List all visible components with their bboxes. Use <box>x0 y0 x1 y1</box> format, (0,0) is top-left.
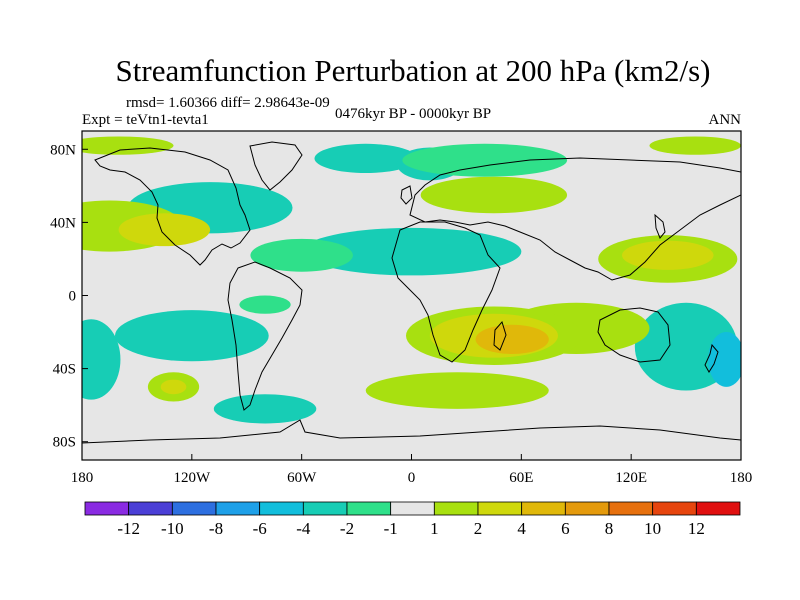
colorbar-box-1 <box>128 501 173 516</box>
y-tick-label-3: 40S <box>53 362 76 378</box>
streamfunction-field <box>82 136 741 424</box>
coast-greenland <box>249 141 303 191</box>
colorbar-box-4 <box>259 501 304 516</box>
y-tick-label-1: 40N <box>50 215 76 231</box>
colorbar-box-7 <box>390 501 435 516</box>
field-anomaly-23 <box>475 324 549 354</box>
field-anomaly-9 <box>82 319 121 400</box>
coast-madagascar <box>493 320 507 351</box>
map-axes: 180 120W 60W 0 60E 120E 180 80N 40N 0 40S 80S <box>50 142 752 486</box>
colorbar-box-12 <box>608 501 654 516</box>
field-anomaly-19 <box>118 213 211 247</box>
colorbar-box-8 <box>433 501 479 516</box>
coast-north-america <box>94 147 251 266</box>
colorbar-box-6 <box>346 501 392 516</box>
colorbar-box-0 <box>84 501 130 516</box>
y-tick-label-2: 0 <box>69 289 77 305</box>
y-tick-label-4: 80S <box>53 435 76 451</box>
coast-japan <box>654 213 666 239</box>
colorbar-box-2 <box>171 501 217 516</box>
colorbar-label-3: -6 <box>253 519 267 538</box>
x-tick-label-5: 120E <box>615 470 647 486</box>
x-tick-label-1: 120W <box>173 470 211 486</box>
field-anomaly-8 <box>114 310 269 362</box>
field-anomaly-16 <box>82 136 174 155</box>
season-label: ANN <box>709 112 742 128</box>
colorbar-box-13 <box>652 501 697 516</box>
field-anomaly-5 <box>301 227 522 276</box>
colorbar: -12 -10 -8 -6 -4 -2 -1 1 2 4 6 8 10 12 <box>84 501 741 538</box>
field-anomaly-6 <box>250 238 353 272</box>
field-anomaly-13 <box>365 372 549 409</box>
stats-line: rmsd= 1.60366 diff= 2.98643e-09 <box>126 95 330 111</box>
colorbar-label-10: 6 <box>561 519 570 538</box>
field-anomaly-24 <box>649 136 741 155</box>
chart-title: Streamfunction Perturbation at 200 hPa (… <box>116 53 711 88</box>
field-anomaly-3 <box>402 143 568 177</box>
coast-australia <box>597 307 671 363</box>
colorbar-label-9: 4 <box>517 519 526 538</box>
colorbar-label-7: 1 <box>430 519 439 538</box>
coast-south-america <box>227 261 303 411</box>
x-tick-label-2: 60W <box>287 470 317 486</box>
x-tick-label-6: 180 <box>730 470 753 486</box>
colorbar-box-9 <box>477 501 523 516</box>
colorbar-label-4: -4 <box>296 519 311 538</box>
field-anomaly-12 <box>708 332 741 387</box>
colorbar-label-5: -2 <box>340 519 354 538</box>
coast-new-zealand <box>704 343 719 373</box>
colorbar-label-8: 2 <box>474 519 483 538</box>
colorbar-label-1: -10 <box>161 519 184 538</box>
colorbar-label-6: -1 <box>384 519 398 538</box>
colorbar-label-12: 10 <box>644 519 661 538</box>
field-anomaly-26 <box>160 379 187 395</box>
field-anomaly-20 <box>622 240 714 270</box>
coast-uk <box>400 185 413 205</box>
colorbar-box-5 <box>302 501 348 516</box>
colorbar-label-2: -8 <box>209 519 223 538</box>
colorbar-label-13: 12 <box>688 519 705 538</box>
x-tick-label-3: 0 <box>408 470 416 486</box>
y-tick-label-0: 80N <box>50 142 76 158</box>
colorbar-box-10 <box>521 501 566 516</box>
period-label: 0476kyr BP - 0000kyr BP <box>335 106 491 122</box>
colorbar-label-0: -12 <box>117 519 140 538</box>
colorbar-box-3 <box>215 501 261 516</box>
coast-eurasia <box>409 157 741 281</box>
colorbar-box-11 <box>564 501 610 516</box>
field-anomaly-10 <box>213 394 317 424</box>
coast-antarctica <box>82 419 741 444</box>
coastlines <box>82 141 741 444</box>
field-anomaly-17 <box>420 176 568 214</box>
colorbar-label-11: 8 <box>605 519 614 538</box>
map-background <box>82 131 741 460</box>
colorbar-box-14 <box>695 501 741 516</box>
x-tick-label-4: 60E <box>509 470 533 486</box>
x-tick-label-0: 180 <box>71 470 94 486</box>
experiment-label: Expt = teVtn1-tevta1 <box>82 112 209 128</box>
field-anomaly-1 <box>314 143 417 174</box>
field-anomaly-7 <box>239 295 291 314</box>
coast-africa <box>391 221 501 363</box>
